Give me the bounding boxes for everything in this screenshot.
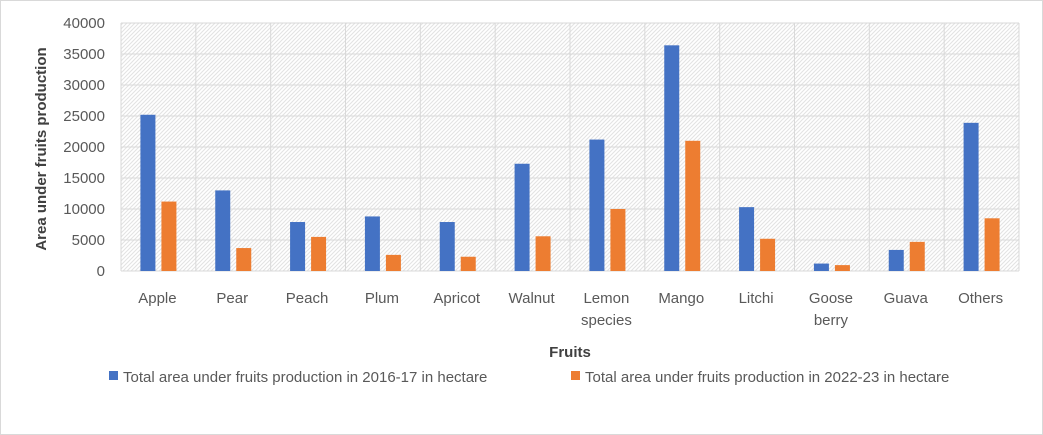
bar bbox=[739, 207, 755, 271]
bar bbox=[385, 254, 401, 271]
bar bbox=[161, 201, 177, 271]
bar bbox=[834, 265, 850, 271]
y-tick-label: 0 bbox=[97, 263, 105, 280]
bar bbox=[685, 140, 701, 271]
x-tick-label: Mango bbox=[658, 290, 704, 307]
bar bbox=[760, 238, 776, 271]
x-tick-label: Goose berry bbox=[809, 290, 853, 329]
bar bbox=[813, 263, 829, 271]
y-axis-title: Area under fruits production bbox=[33, 47, 50, 250]
legend-swatch bbox=[109, 371, 118, 380]
bar bbox=[664, 45, 680, 271]
x-tick-label: Others bbox=[958, 290, 1003, 307]
bars bbox=[140, 45, 1000, 271]
bar bbox=[610, 209, 626, 271]
x-axis-ticks: Apple Pear Peach Plum Apricot Walnut Lemon spec… bbox=[138, 290, 1003, 329]
bar bbox=[215, 190, 231, 271]
bar bbox=[439, 222, 455, 271]
bar bbox=[364, 216, 380, 271]
y-tick-label: 30000 bbox=[63, 77, 105, 94]
x-tick-label: Apricot bbox=[433, 290, 481, 307]
y-tick-label: 25000 bbox=[63, 108, 105, 125]
legend-swatch bbox=[571, 371, 580, 380]
legend: Total area under fruits production in 20… bbox=[109, 369, 949, 386]
legend-label: Total area under fruits production in 20… bbox=[585, 369, 949, 386]
x-tick-label: Pear bbox=[216, 290, 248, 307]
gridlines bbox=[120, 22, 1020, 272]
bar bbox=[236, 248, 252, 271]
bar bbox=[589, 139, 605, 271]
y-tick-label: 40000 bbox=[63, 15, 105, 32]
bar bbox=[963, 122, 979, 271]
y-tick-label: 10000 bbox=[63, 201, 105, 218]
bar bbox=[535, 236, 551, 271]
bar bbox=[460, 256, 476, 271]
x-axis-title: Fruits bbox=[549, 344, 591, 361]
bar bbox=[514, 163, 530, 271]
x-tick-label: Litchi bbox=[739, 290, 774, 307]
x-tick-label: Peach bbox=[286, 290, 329, 307]
x-tick-label: Walnut bbox=[509, 290, 556, 307]
y-tick-label: 20000 bbox=[63, 139, 105, 156]
x-tick-label: Plum bbox=[365, 290, 399, 307]
bar bbox=[140, 114, 156, 271]
x-tick-label: Lemon species bbox=[581, 290, 632, 329]
bar bbox=[909, 241, 925, 271]
bar bbox=[311, 236, 327, 271]
x-tick-label: Apple bbox=[138, 290, 176, 307]
bar bbox=[984, 218, 1000, 271]
y-axis-ticks: 0 5000 10000 15000 20000 25000 30000 35000 40000 bbox=[63, 15, 105, 280]
bar bbox=[290, 222, 306, 271]
bar bbox=[888, 249, 904, 271]
y-tick-label: 5000 bbox=[72, 232, 105, 249]
y-tick-label: 15000 bbox=[63, 170, 105, 187]
legend-label: Total area under fruits production in 20… bbox=[123, 369, 487, 386]
x-tick-label: Guava bbox=[884, 290, 929, 307]
y-tick-label: 35000 bbox=[63, 46, 105, 63]
